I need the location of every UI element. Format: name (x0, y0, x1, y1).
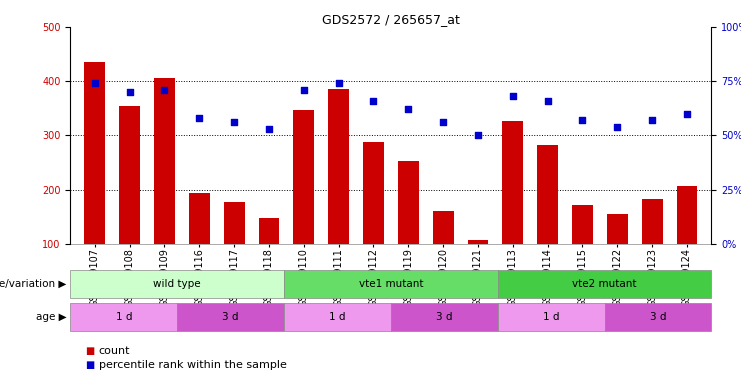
Bar (70, 303, 177, 331)
Text: ■: ■ (85, 346, 94, 356)
Text: 3 d: 3 d (650, 312, 666, 322)
Text: wild type: wild type (153, 279, 201, 289)
Text: 1 d: 1 d (116, 312, 132, 322)
Point (333, 80, 345, 86)
Point (437, 119, 449, 126)
Text: 1 d: 1 d (329, 312, 346, 322)
Point (263, 126, 275, 132)
Point (576, 117, 588, 123)
Bar (468, 240, 488, 244)
Text: age ▶: age ▶ (36, 312, 67, 322)
Bar (391, 303, 498, 331)
Bar (328, 89, 349, 244)
Title: GDS2572 / 265657_at: GDS2572 / 265657_at (322, 13, 460, 26)
Point (402, 106, 414, 113)
Bar (677, 186, 697, 244)
Bar (537, 145, 558, 244)
Bar (642, 199, 662, 244)
Text: count: count (99, 346, 130, 356)
Bar (607, 214, 628, 244)
Text: vte2 mutant: vte2 mutant (572, 279, 637, 289)
Point (472, 132, 484, 139)
Text: 1 d: 1 d (543, 312, 559, 322)
Point (681, 111, 693, 117)
Bar (189, 194, 210, 244)
Text: genotype/variation ▶: genotype/variation ▶ (0, 279, 67, 289)
Point (193, 115, 205, 121)
Bar (259, 218, 279, 244)
Bar (502, 121, 523, 244)
Bar (84, 62, 105, 244)
Bar (70, 270, 284, 298)
Point (89, 80, 101, 86)
Point (611, 124, 623, 130)
Bar (605, 303, 711, 331)
Bar (119, 106, 140, 244)
Text: percentile rank within the sample: percentile rank within the sample (99, 360, 287, 370)
Point (159, 87, 170, 93)
Bar (293, 110, 314, 244)
Text: ■: ■ (85, 360, 94, 370)
Text: 3 d: 3 d (436, 312, 453, 322)
Bar (224, 202, 245, 244)
Point (507, 93, 519, 99)
Point (368, 98, 379, 104)
Point (298, 87, 310, 93)
Bar (284, 303, 391, 331)
Bar (498, 270, 711, 298)
Bar (398, 161, 419, 244)
Bar (572, 205, 593, 244)
Point (646, 117, 658, 123)
Bar (498, 303, 605, 331)
Bar (433, 211, 453, 244)
Text: vte1 mutant: vte1 mutant (359, 279, 423, 289)
Text: 3 d: 3 d (222, 312, 239, 322)
Bar (363, 142, 384, 244)
Point (124, 89, 136, 95)
Point (542, 98, 554, 104)
Bar (177, 303, 284, 331)
Bar (154, 78, 175, 244)
Point (228, 119, 240, 126)
Bar (284, 270, 498, 298)
